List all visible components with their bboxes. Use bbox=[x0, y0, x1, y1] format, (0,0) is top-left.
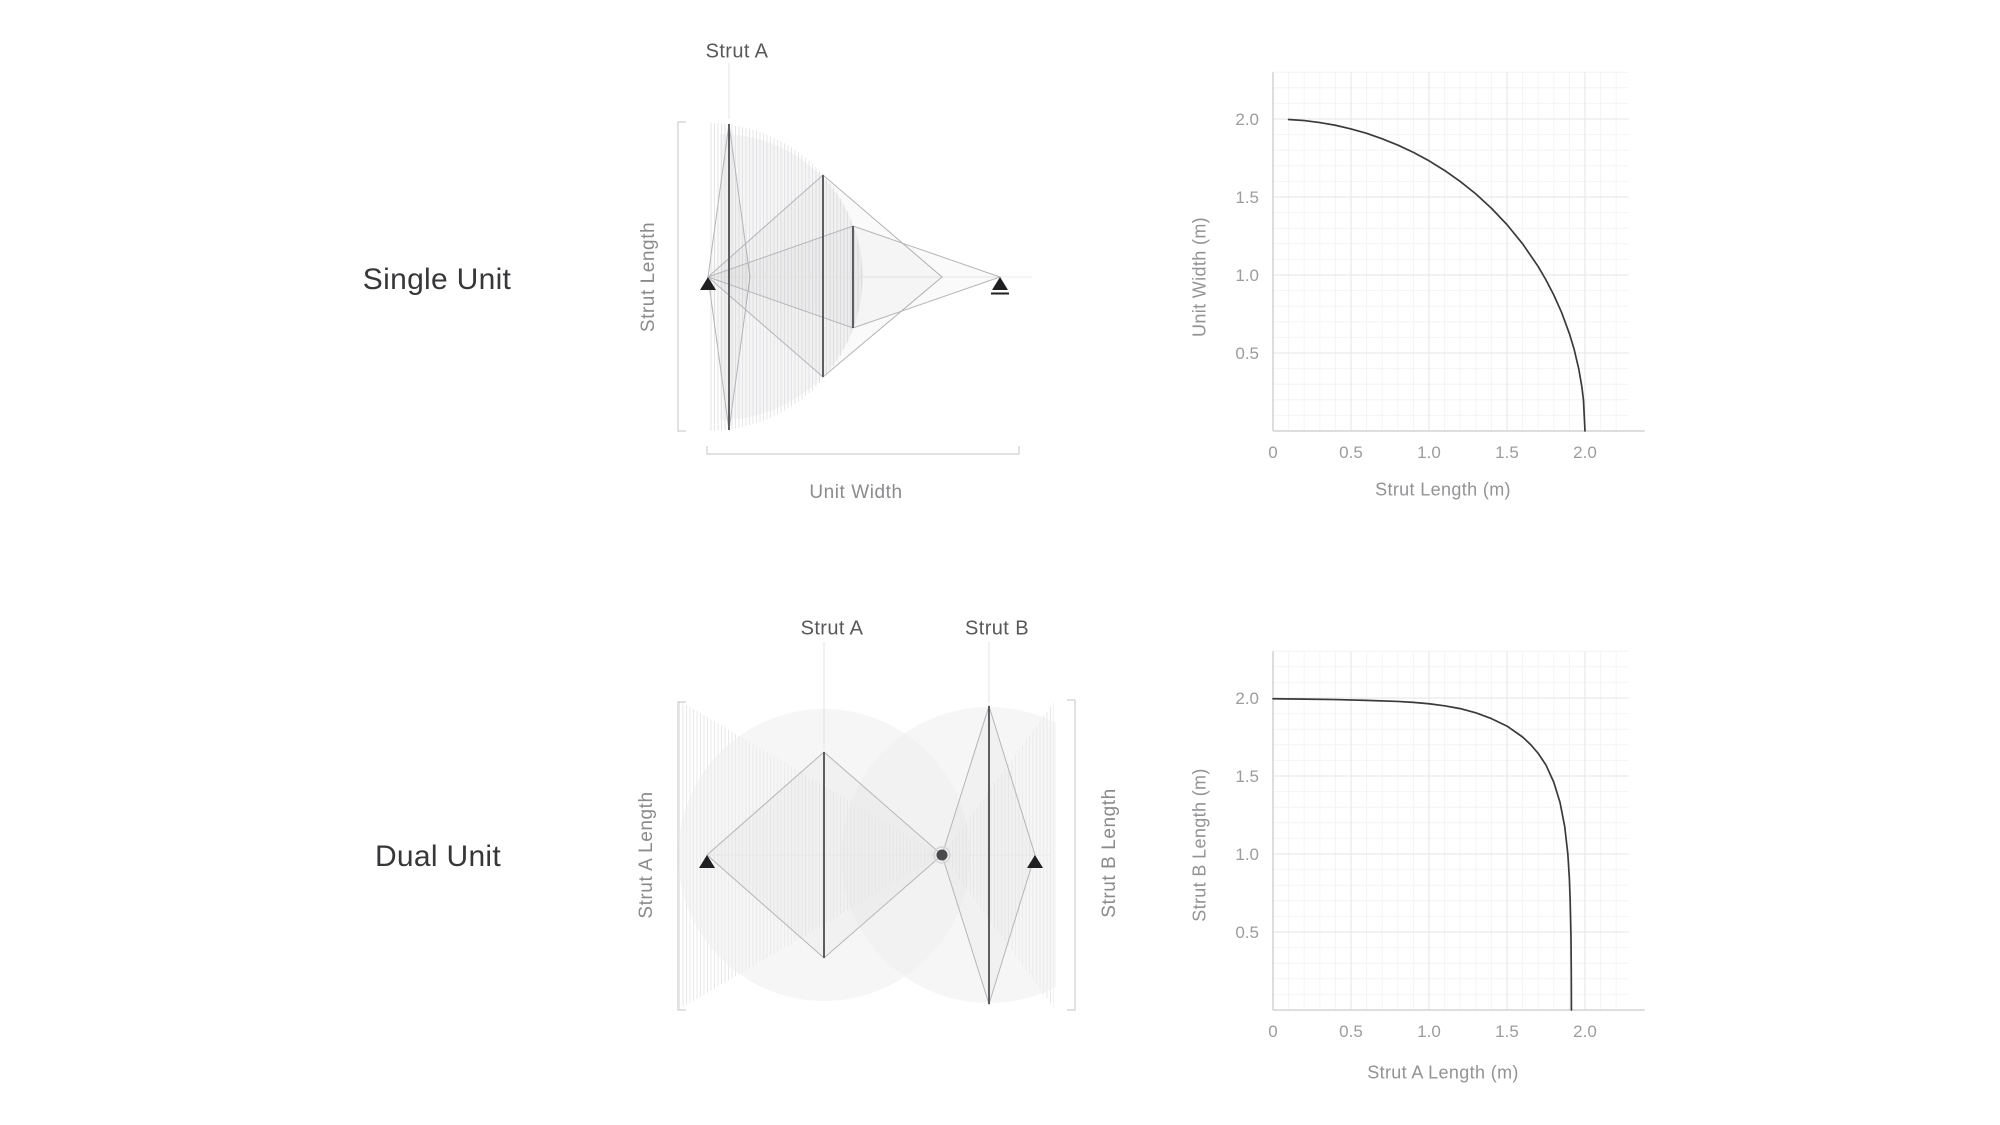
single-unit-chart: 0 0.5 1.0 1.5 2.0 0.5 1.0 1.5 2.0 bbox=[1235, 71, 1645, 462]
y-tick-label: 2.0 bbox=[1235, 110, 1259, 129]
single-unit-width-label: Unit Width bbox=[809, 482, 903, 503]
strut-length-bracket bbox=[677, 121, 686, 432]
x-tick-label: 0 bbox=[1268, 1022, 1277, 1041]
x-tick-label: 1.0 bbox=[1417, 443, 1441, 462]
y-tick-label: 2.0 bbox=[1235, 689, 1259, 708]
roller-support-icon bbox=[992, 277, 1008, 290]
revolute-joint-icon bbox=[936, 849, 948, 861]
x-tick-label: 2.0 bbox=[1573, 1022, 1597, 1041]
data-curve bbox=[1287, 118, 1586, 432]
section-title-single-unit: Single Unit bbox=[362, 263, 512, 296]
dual-chart-ylabel: Strut B Length (m) bbox=[1189, 768, 1210, 922]
unit-width-bracket bbox=[706, 446, 1020, 455]
linkage-config-closed bbox=[707, 123, 751, 431]
dual-strut-a-label: Strut A bbox=[800, 617, 864, 640]
y-tick-label: 1.0 bbox=[1235, 845, 1259, 864]
single-chart-ylabel: Unit Width (m) bbox=[1189, 216, 1210, 338]
data-curve bbox=[1272, 697, 1573, 1011]
y-tick-label: 1.5 bbox=[1235, 767, 1259, 786]
revolute-joint-ring bbox=[933, 846, 951, 864]
y-tick-label: 0.5 bbox=[1235, 344, 1259, 363]
x-tick-label: 1.0 bbox=[1417, 1022, 1441, 1041]
single-strut-a-label: Strut A bbox=[705, 40, 769, 63]
strut-b-length-bracket bbox=[1067, 699, 1076, 1011]
dual-strut-b-length-label: Strut B Length bbox=[1099, 788, 1120, 918]
dual-unit-chart: 0 0.5 1.0 1.5 2.0 0.5 1.0 1.5 2.0 bbox=[1235, 650, 1645, 1041]
y-tick-label: 1.5 bbox=[1235, 188, 1259, 207]
linkage-config-mid bbox=[707, 174, 943, 378]
x-tick-label: 0 bbox=[1268, 443, 1277, 462]
y-tick-label: 0.5 bbox=[1235, 923, 1259, 942]
pin-support-icon bbox=[699, 855, 715, 868]
x-tick-label: 1.5 bbox=[1495, 443, 1519, 462]
x-tick-label: 1.5 bbox=[1495, 1022, 1519, 1041]
single-unit-diagram bbox=[677, 63, 1032, 455]
single-strut-length-label: Strut Length bbox=[638, 221, 659, 333]
dual-strut-a-length-label: Strut A Length bbox=[636, 791, 657, 919]
y-tick-label: 1.0 bbox=[1235, 266, 1259, 285]
dual-strut-b-label: Strut B bbox=[965, 617, 1029, 640]
pin-support-right-icon bbox=[1027, 855, 1043, 868]
single-chart-xlabel: Strut Length (m) bbox=[1375, 479, 1511, 500]
section-title-dual-unit: Dual Unit bbox=[374, 840, 502, 873]
x-tick-label: 0.5 bbox=[1339, 443, 1363, 462]
x-tick-label: 2.0 bbox=[1573, 443, 1597, 462]
dual-chart-xlabel: Strut A Length (m) bbox=[1367, 1062, 1519, 1083]
pin-support-icon bbox=[700, 277, 716, 290]
x-tick-label: 0.5 bbox=[1339, 1022, 1363, 1041]
strut-a-length-bracket bbox=[677, 701, 686, 1011]
dual-unit-diagram bbox=[677, 642, 1076, 1011]
